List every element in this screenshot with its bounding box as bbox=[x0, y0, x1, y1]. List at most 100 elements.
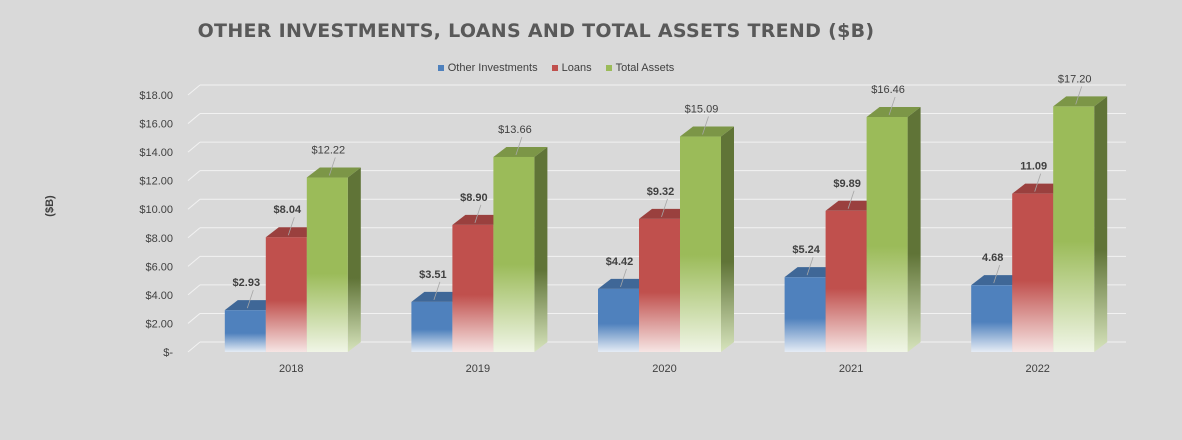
data-label-leader bbox=[246, 290, 254, 309]
data-label: $17.20 bbox=[1058, 73, 1092, 85]
data-label: $2.93 bbox=[233, 277, 261, 289]
gridline-depth bbox=[187, 113, 201, 124]
x-tick-label: 2018 bbox=[279, 363, 303, 375]
y-tick-label: $2.00 bbox=[145, 318, 173, 330]
y-tick-label: $16.00 bbox=[139, 119, 173, 131]
data-label: $3.51 bbox=[419, 269, 447, 281]
data-label: $9.89 bbox=[833, 178, 861, 190]
data-label-leader bbox=[1075, 86, 1083, 105]
data-label-leader bbox=[433, 281, 441, 301]
bar-top bbox=[1012, 183, 1067, 194]
legend-swatch-other-investments bbox=[437, 65, 444, 71]
bar bbox=[452, 224, 494, 352]
legend: Other Investments Loans Total Assets bbox=[0, 62, 1112, 74]
bar-side bbox=[721, 126, 734, 352]
bar-top bbox=[784, 267, 839, 278]
data-label: $5.24 bbox=[792, 244, 820, 256]
bar bbox=[306, 177, 348, 352]
data-label-leader bbox=[888, 96, 896, 116]
data-label-leader bbox=[287, 217, 295, 236]
bar-top bbox=[1053, 96, 1108, 107]
bar-top bbox=[971, 275, 1026, 286]
bar-top bbox=[452, 214, 507, 225]
bar bbox=[598, 288, 639, 352]
gridline-depth bbox=[187, 341, 201, 353]
legend-swatch-loans bbox=[551, 65, 558, 71]
data-label: $16.46 bbox=[871, 84, 905, 96]
y-tick-label: $- bbox=[163, 347, 173, 359]
data-label-leader bbox=[515, 136, 523, 156]
bar bbox=[639, 218, 680, 352]
legend-item-other-investments: Other Investments bbox=[437, 62, 538, 74]
legend-label: Loans bbox=[561, 62, 592, 74]
bar-top bbox=[493, 146, 548, 157]
y-tick-label: $18.00 bbox=[139, 90, 173, 102]
legend-label: Other Investments bbox=[447, 62, 538, 74]
data-label: 4.68 bbox=[982, 252, 1003, 264]
legend-swatch-total-assets bbox=[605, 65, 612, 71]
y-tick-label: $14.00 bbox=[139, 147, 173, 159]
gridline-depth bbox=[187, 170, 201, 182]
bar bbox=[1053, 106, 1095, 352]
bar bbox=[411, 301, 453, 352]
gridline-depth bbox=[187, 141, 201, 153]
data-label: $9.32 bbox=[647, 186, 675, 198]
bar-side bbox=[534, 146, 548, 352]
bar bbox=[971, 285, 1013, 352]
gridline-depth bbox=[187, 227, 201, 239]
data-label-leader bbox=[993, 265, 1001, 284]
bar-top bbox=[639, 208, 693, 219]
bar bbox=[680, 136, 721, 352]
bar-top bbox=[866, 106, 921, 117]
x-tick-label: 2019 bbox=[466, 363, 490, 375]
legend-item-total-assets: Total Assets bbox=[605, 62, 675, 74]
gridline-depth bbox=[187, 313, 201, 324]
bar-side bbox=[347, 167, 361, 352]
bar-top bbox=[265, 227, 320, 238]
y-tick-label: $8.00 bbox=[145, 233, 173, 245]
data-label-leader bbox=[661, 198, 668, 218]
gridline-depth bbox=[187, 84, 201, 96]
data-label-leader bbox=[1034, 173, 1042, 192]
bar bbox=[825, 210, 867, 352]
data-label-leader bbox=[474, 204, 482, 224]
bar-top bbox=[598, 278, 652, 289]
x-tick-label: 2021 bbox=[839, 363, 863, 375]
bar bbox=[784, 277, 826, 352]
bar bbox=[493, 156, 535, 352]
x-tick-label: 2022 bbox=[1025, 363, 1049, 375]
bar bbox=[265, 237, 307, 352]
data-label-leader bbox=[620, 268, 627, 288]
data-label: $8.04 bbox=[274, 204, 302, 216]
bar-side bbox=[1094, 96, 1108, 352]
bar-top bbox=[306, 167, 361, 178]
bar bbox=[224, 310, 266, 352]
bar-top bbox=[411, 291, 466, 302]
legend-label: Total Assets bbox=[615, 62, 675, 74]
data-label: $4.42 bbox=[606, 256, 634, 268]
data-label-leader bbox=[847, 190, 855, 209]
y-tick-label: $6.00 bbox=[145, 261, 173, 273]
data-label: 11.09 bbox=[1020, 161, 1047, 173]
gridline-depth bbox=[187, 198, 201, 210]
bar-top bbox=[224, 300, 279, 311]
legend-item-loans: Loans bbox=[551, 62, 592, 74]
y-tick-label: $12.00 bbox=[139, 176, 173, 188]
data-label-leader bbox=[702, 116, 709, 135]
gridline-depth bbox=[187, 255, 201, 267]
data-label: $13.66 bbox=[498, 124, 532, 136]
y-tick-label: $4.00 bbox=[145, 290, 173, 302]
data-label: $8.90 bbox=[460, 192, 488, 204]
y-tick-label: $10.00 bbox=[139, 204, 173, 216]
data-label: $12.22 bbox=[311, 145, 345, 157]
bar bbox=[866, 116, 908, 352]
bar bbox=[1012, 193, 1054, 352]
data-label-leader bbox=[328, 157, 336, 176]
gridline-depth bbox=[187, 284, 201, 296]
bar-side bbox=[907, 106, 921, 352]
data-label: $15.09 bbox=[685, 104, 719, 116]
bar-top bbox=[825, 200, 880, 211]
bar-top bbox=[680, 126, 734, 137]
data-label-leader bbox=[806, 257, 814, 276]
